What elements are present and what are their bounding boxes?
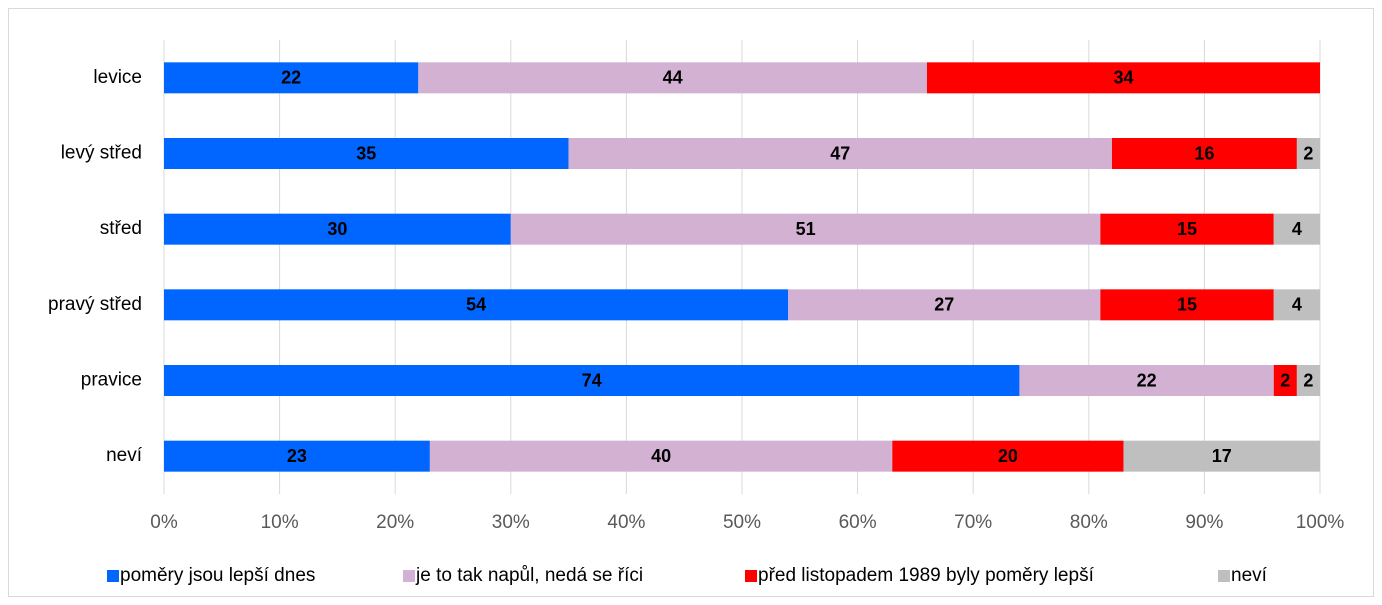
- bar-segment: [164, 213, 511, 245]
- bar-segment: [926, 62, 1320, 94]
- data-label: 54: [466, 295, 486, 315]
- bar-segment: [1296, 365, 1320, 396]
- bar-segment: [1019, 365, 1274, 396]
- x-tick-label: 10%: [261, 512, 299, 533]
- data-label: 74: [582, 370, 602, 390]
- bar-segment: [510, 213, 1101, 245]
- data-label: 2: [1303, 143, 1313, 163]
- legend-swatch: [1218, 570, 1230, 582]
- legend-label: neví: [1231, 565, 1268, 586]
- x-tick-label: 50%: [723, 512, 761, 533]
- bar-segment: [418, 62, 927, 94]
- y-tick-label: pravice: [81, 370, 142, 391]
- legend-swatch: [107, 570, 119, 582]
- y-tick-label: neví: [106, 445, 143, 466]
- data-label: 17: [1212, 446, 1232, 466]
- data-label: 4: [1292, 295, 1302, 315]
- data-label: 40: [651, 446, 671, 466]
- data-label: 23: [287, 446, 307, 466]
- data-label: 30: [327, 219, 347, 239]
- legend-label: před listopadem 1989 byly poměry lepší: [758, 565, 1095, 586]
- x-tick-label: 70%: [954, 512, 992, 533]
- legend-label: je to tak napůl, nedá se říci: [415, 565, 643, 586]
- x-tick-label: 60%: [839, 512, 877, 533]
- legend-label: poměry jsou lepší dnes: [120, 565, 315, 586]
- bar-segment: [1123, 440, 1320, 472]
- bar-segment: [1100, 289, 1274, 321]
- data-label: 47: [830, 143, 850, 163]
- data-label: 20: [998, 446, 1018, 466]
- x-tick-label: 90%: [1185, 512, 1223, 533]
- bar-segment: [1100, 213, 1274, 245]
- x-tick-label: 0%: [150, 512, 178, 533]
- bar-segment: [1273, 365, 1297, 396]
- bar-segment: [1296, 138, 1320, 169]
- data-label: 15: [1177, 219, 1197, 239]
- bar-segment: [1111, 138, 1297, 169]
- bar-segment: [892, 440, 1124, 472]
- bar-segment: [1273, 213, 1320, 245]
- y-tick-label: levý střed: [61, 143, 142, 164]
- bar-segment: [788, 289, 1101, 321]
- bar-segment: [568, 138, 1112, 169]
- data-label: 16: [1194, 143, 1214, 163]
- legend-swatch: [745, 570, 757, 582]
- data-label: 22: [281, 68, 301, 88]
- bar-segment: [164, 440, 430, 472]
- x-tick-label: 30%: [492, 512, 530, 533]
- data-label: 51: [796, 219, 816, 239]
- y-tick-label: pravý střed: [48, 294, 142, 315]
- data-label: 4: [1292, 219, 1302, 239]
- bar-segment: [1273, 289, 1320, 321]
- data-label: 27: [934, 295, 954, 315]
- data-label: 15: [1177, 295, 1197, 315]
- data-label: 44: [663, 68, 683, 88]
- bar-segment: [164, 289, 789, 321]
- data-label: 2: [1280, 370, 1290, 390]
- bar-segment: [429, 440, 893, 472]
- x-tick-label: 100%: [1296, 512, 1345, 533]
- data-label: 22: [1137, 370, 1157, 390]
- bar-segment: [164, 365, 1020, 396]
- x-tick-label: 80%: [1070, 512, 1108, 533]
- data-label: 2: [1303, 370, 1313, 390]
- data-label: 34: [1113, 68, 1133, 88]
- x-tick-label: 20%: [376, 512, 414, 533]
- y-tick-label: levice: [93, 67, 142, 88]
- bar-segment: [164, 138, 569, 169]
- legend-swatch: [403, 570, 415, 582]
- y-tick-label: střed: [100, 218, 142, 239]
- bar-segment: [164, 62, 419, 94]
- x-tick-label: 40%: [607, 512, 645, 533]
- data-label: 35: [356, 143, 376, 163]
